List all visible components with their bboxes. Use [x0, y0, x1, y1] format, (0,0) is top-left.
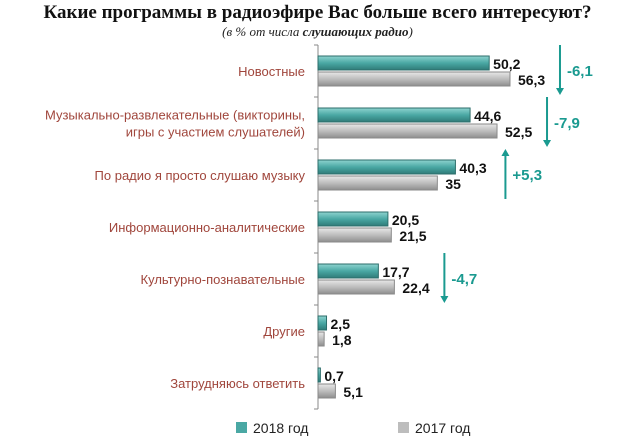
change-label: -4,7 — [451, 271, 477, 288]
data-label: 20,5 — [392, 212, 419, 228]
legend-swatch — [236, 422, 247, 433]
data-label: 50,2 — [493, 56, 520, 72]
change-label: +5,3 — [512, 167, 542, 184]
arrow-up-icon — [501, 149, 510, 156]
data-label: 52,5 — [505, 124, 532, 140]
change-label: -7,9 — [554, 115, 580, 132]
subtitle-bold: слушающих радио — [302, 24, 409, 39]
data-label: 40,3 — [459, 160, 486, 176]
data-label: 21,5 — [399, 228, 426, 244]
bar-2017 — [317, 123, 498, 139]
arrow-down-icon — [555, 88, 564, 95]
legend-swatch — [398, 422, 409, 433]
chart-subtitle: (в % от числа слушающих радио) — [0, 24, 635, 40]
arrow-down-icon — [543, 140, 552, 147]
category-label: Музыкально-развлекательные (викторины, иг… — [45, 108, 305, 140]
category-label: Культурно-познавательные — [141, 272, 305, 287]
legend-label: 2018 год — [253, 420, 308, 436]
bar-2017 — [317, 279, 395, 295]
bar-2018 — [317, 159, 456, 175]
data-label: 0,7 — [324, 368, 344, 384]
bar-2018 — [317, 263, 379, 279]
data-label: 22,4 — [402, 280, 429, 296]
data-label: 1,8 — [332, 332, 352, 348]
data-label: 5,1 — [343, 384, 363, 400]
change-label: -6,1 — [567, 63, 593, 80]
bar-2018 — [317, 315, 328, 331]
chart-title: Какие программы в радиоэфире Вас больше … — [43, 2, 592, 23]
legend-label: 2017 год — [415, 420, 470, 436]
category-label: Новостные — [238, 64, 305, 79]
data-label: 2,5 — [331, 316, 351, 332]
bar-2017 — [317, 175, 438, 191]
category-label: Другие — [263, 324, 305, 339]
category-label: Информационно-аналитические — [109, 220, 305, 235]
bar-2018 — [317, 367, 321, 383]
subtitle-suffix: ) — [408, 24, 413, 39]
arrow-down-icon — [440, 296, 449, 303]
bar-2018 — [317, 55, 490, 71]
bar-2018 — [317, 107, 471, 123]
data-label: 44,6 — [474, 108, 501, 124]
bar-2017 — [317, 71, 511, 87]
bar-2018 — [317, 211, 389, 227]
bar-2017 — [317, 227, 392, 243]
category-label: По радио я просто слушаю музыку — [95, 168, 306, 183]
bar-2017 — [317, 383, 336, 399]
category-label: Затрудняюсь ответить — [170, 376, 305, 391]
subtitle-text: (в % от числа — [222, 24, 303, 39]
data-label: 56,3 — [518, 72, 545, 88]
bar-2017 — [317, 331, 325, 347]
data-label: 35 — [445, 176, 461, 192]
data-label: 17,7 — [382, 264, 409, 280]
